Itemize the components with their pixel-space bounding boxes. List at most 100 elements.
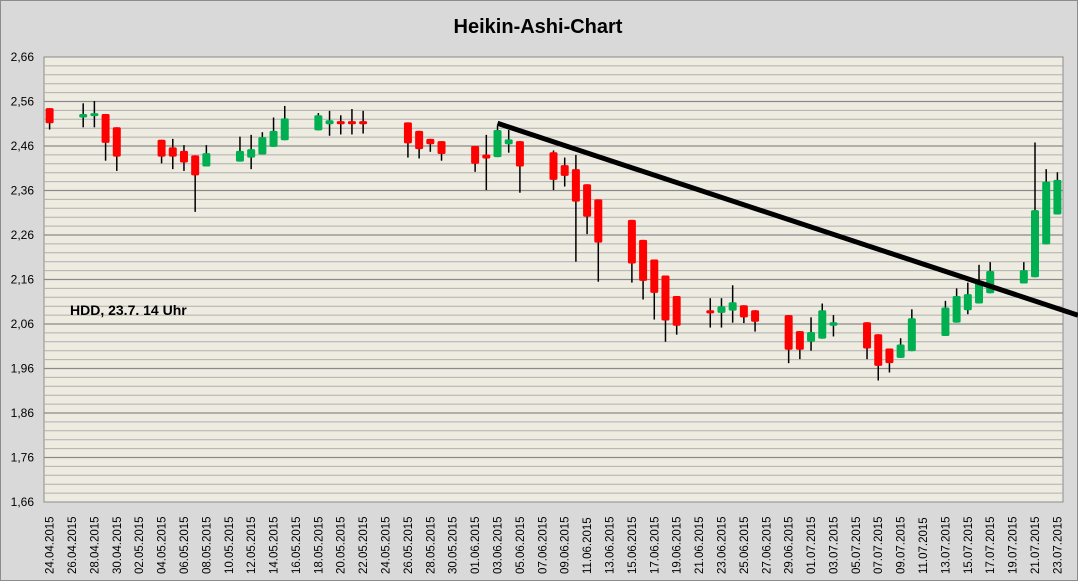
x-tick-label: 22.05.2015 [358,516,370,574]
candle [79,103,88,128]
candle [1053,172,1062,215]
candle [336,115,345,135]
y-tick-label: 2,16 [11,273,35,287]
candle [359,110,368,134]
candle [426,138,435,152]
candle-body-up [235,150,244,162]
candle-body-down [426,138,435,145]
x-tick-label: 16.05.2015 [291,516,303,574]
candle [896,338,905,358]
x-tick-label: 05.06.2015 [515,516,527,574]
candle [325,110,334,136]
candle-body-down [627,219,636,264]
candle-body-up [896,344,905,358]
candle-body-down [571,169,580,202]
candle [101,113,110,161]
candle-body-down [336,121,345,125]
candle-body-down [885,348,894,364]
y-tick-label: 2,06 [11,317,35,331]
x-tick-label: 26.05.2015 [403,516,415,574]
y-tick-label: 1,66 [11,495,35,509]
candle [571,154,580,262]
x-tick-label: 05.07.2015 [851,516,863,574]
y-tick-label: 2,66 [11,50,35,64]
candle-body-up [269,130,278,147]
x-tick-label: 14.05.2015 [269,516,281,574]
candle [650,259,659,320]
candle-body-up [1031,210,1040,278]
candle [269,117,278,147]
candle-body-up [202,153,211,167]
candle [874,334,883,381]
candle [952,288,961,323]
candle-body-down [45,108,54,124]
candle-body-down [515,141,524,167]
candle-body-up [829,322,838,326]
x-tick-label: 02.05.2015 [134,516,146,574]
candle-body-up [818,310,827,339]
x-tick-label: 24.04.2015 [45,516,57,574]
x-tick-label: 07.06.2015 [537,516,549,574]
x-tick-label: 03.06.2015 [493,516,505,574]
candle-body-down [874,334,883,366]
candle-body-down [347,121,356,125]
candle-body-down [191,155,200,176]
candle [504,129,513,153]
candle-body-down [594,199,603,243]
x-tick-label: 04.05.2015 [157,516,169,574]
x-tick-label: 11.06.2015 [582,517,594,574]
candle [818,303,827,339]
candle [157,139,166,164]
candle-body-down [415,130,424,150]
candle-body-down [437,141,446,155]
candle-body-up [807,332,816,342]
candle [583,184,592,235]
candle [728,285,737,323]
candle-body-up [986,271,995,294]
candle [739,305,748,324]
x-tick-label: 21.06.2015 [694,516,706,574]
x-tick-label: 12.05.2015 [246,516,258,574]
y-axis: 2,66 2,56 2,46 2,36 2,26 2,16 2,06 1,96 1,86 1,76… [11,50,35,509]
candle [247,134,256,170]
candle [437,141,446,161]
y-tick-label: 1,96 [11,362,35,376]
candle [403,122,412,158]
x-tick-label: 09.06.2015 [560,516,572,574]
candle-body-up [314,115,323,131]
candle [751,310,760,332]
candle-body-up [907,318,916,352]
candle-body-down [101,113,110,143]
x-tick-label: 15.06.2015 [627,516,639,574]
candle-body-up [717,306,726,313]
candle-body-down [784,315,793,350]
candle [191,155,200,212]
trendline [496,120,1078,318]
x-tick-label: 10.05.2015 [224,516,236,574]
candle-body-down [639,239,648,281]
y-tick-label: 2,36 [11,184,35,198]
gridlines [43,56,1064,503]
candle-body-down [471,146,480,164]
candle-body-down [795,331,804,350]
candle [347,109,356,135]
candle-body-down [739,305,748,318]
candle [112,127,121,171]
candle [885,348,894,373]
candle [415,130,424,159]
candle-body-up [325,120,334,125]
x-tick-label: 09.07.2015 [896,516,908,574]
x-tick-label: 06.05.2015 [179,516,191,574]
x-tick-label: 25.06.2015 [739,516,751,574]
chart-title: Heikin-Ashi-Chart [454,16,623,38]
candle-body-down [157,139,166,157]
x-tick-label: 28.04.2015 [89,516,101,574]
trendline-group [496,120,1078,318]
candle-body-up [280,118,289,141]
x-tick-label: 27.06.2015 [761,516,773,574]
y-tick-label: 1,86 [11,406,35,420]
candle [280,105,289,141]
candle-body-up [952,295,961,323]
candle-body-down [179,150,188,163]
